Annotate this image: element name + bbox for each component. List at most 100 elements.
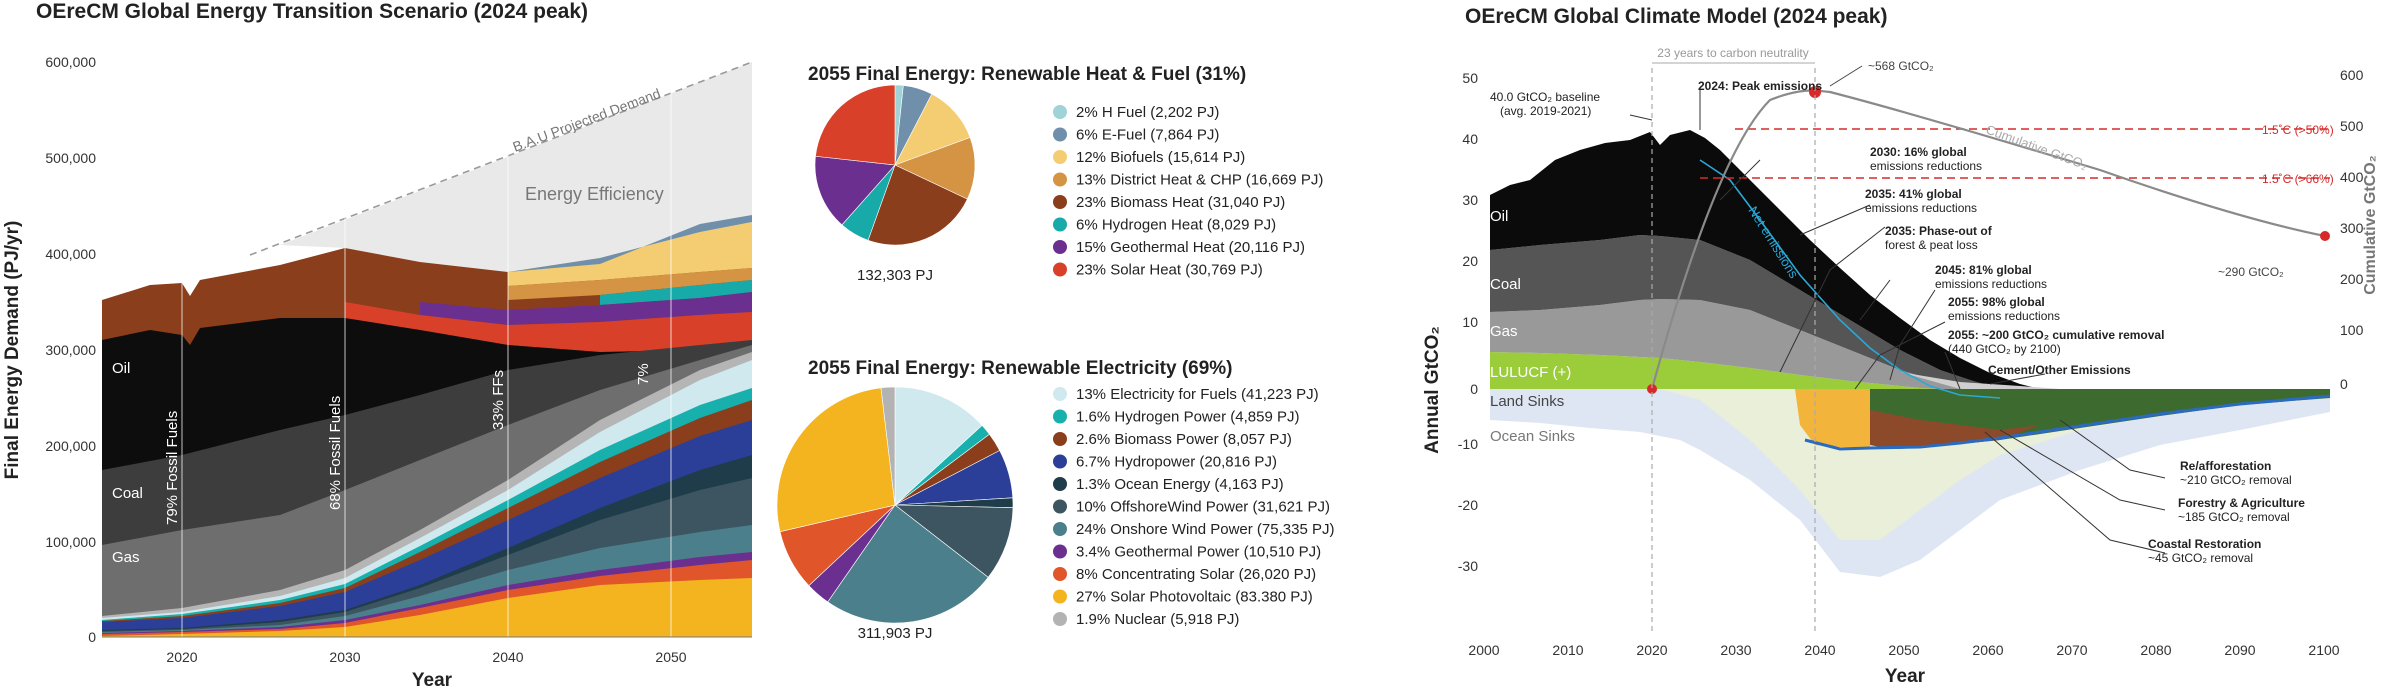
- cx-2100: 2100: [2308, 642, 2339, 658]
- a2035-line3: 2035: Phase-out of: [1885, 224, 1993, 238]
- oil-label-climate: Oil: [1490, 208, 1508, 225]
- net-emissions-line: [1699, 159, 2001, 399]
- elec_pie-legend-swatch-5: [1053, 499, 1067, 514]
- cy2-200: 200: [2340, 271, 2364, 287]
- cement-label: Cement/Other Emissions: [1988, 363, 2131, 377]
- heat-pie-total: 132,303 PJ: [857, 267, 933, 284]
- hydrogen-heat-area: [600, 280, 752, 305]
- energy-x-ticks: 2020 2030 2040 2050: [166, 649, 686, 665]
- x-tick-2020: 2020: [166, 649, 197, 665]
- elec_pie-legend-label-9: 27% Solar Photovoltaic (83.380 PJ): [1076, 589, 1313, 606]
- efuel-area: [508, 215, 752, 272]
- ocean-sinks-label: Ocean Sinks: [1490, 428, 1575, 445]
- refor-line2: ~210 GtCO₂ removal: [2180, 473, 2292, 487]
- x-tick-2030: 2030: [329, 649, 360, 665]
- elec-pie-total: 311,903 PJ: [858, 625, 933, 642]
- heat_pie-slice-7: [815, 84, 896, 166]
- net-removal-line: [1804, 394, 2330, 451]
- elec_pie-slice-6: [827, 504, 989, 624]
- elec_pie-legend-swatch-1: [1053, 409, 1067, 424]
- y-tick-100000: 100,000: [45, 534, 96, 550]
- geothermal-heat-area: [420, 292, 752, 325]
- heat_pie-legend-swatch-5: [1053, 217, 1067, 232]
- solar-pv-area: [102, 578, 752, 637]
- ff79-label: 79% Fossil Fuels: [164, 411, 181, 525]
- elec_pie-legend-label-2: 2.6% Biomass Power (8,057 PJ): [1076, 431, 1292, 448]
- heat-pie: [814, 84, 976, 246]
- threshold-50-label: 1.5˚C (>50%): [2262, 123, 2334, 137]
- cy2-400: 400: [2340, 169, 2364, 185]
- elec_pie-legend-swatch-0: [1053, 387, 1067, 401]
- gas-label: Gas: [112, 549, 140, 566]
- energy-x-label: Year: [412, 670, 453, 691]
- elec_pie-legend-swatch-3: [1053, 454, 1067, 469]
- coal-label-climate: Coal: [1490, 276, 1521, 293]
- forestry-line1: Forestry & Agriculture: [2178, 496, 2305, 510]
- elec_pie-slice-0: [894, 386, 983, 506]
- elec_pie-legend-label-10: 1.9% Nuclear (5,918 PJ): [1076, 611, 1239, 628]
- elec_pie-legend-swatch-4: [1053, 477, 1067, 491]
- cy-40: 40: [1462, 131, 1478, 147]
- elec_pie-legend-label-8: 8% Concentrating Solar (26,020 PJ): [1076, 566, 1316, 583]
- heat_pie-legend-swatch-2: [1053, 150, 1067, 164]
- a2045-line1: 2045: 81% global: [1935, 263, 2032, 277]
- cy-10: 10: [1462, 314, 1478, 330]
- x-tick-2050: 2050: [655, 649, 686, 665]
- gas-label-climate: Gas: [1490, 323, 1518, 340]
- coastal-line2: ~45 GtCO₂ removal: [2148, 551, 2253, 565]
- heat_pie-slice-6: [814, 155, 896, 226]
- x-tick-2040: 2040: [492, 649, 523, 665]
- cy2-0: 0: [2340, 376, 2348, 392]
- heat_pie-legend-swatch-1: [1053, 127, 1067, 142]
- a2035-line2: emissions reductions: [1865, 201, 1977, 215]
- cy-m20: -20: [1458, 497, 1478, 513]
- heat_pie-legend-swatch-7: [1053, 262, 1067, 277]
- luluc-area: [1490, 352, 1940, 389]
- end-cumulative-marker: [2320, 231, 2330, 241]
- ff68-label: 68% Fossil Fuels: [327, 396, 344, 510]
- heat_pie-legend-swatch-0: [1053, 105, 1067, 119]
- threshold-66-label: 1.5˚C (>66%): [2262, 172, 2334, 186]
- elec_pie-legend-swatch-10: [1053, 612, 1067, 626]
- a2055-line2: emissions reductions: [1948, 309, 2060, 323]
- elec_pie-legend-swatch-6: [1053, 522, 1067, 536]
- elec-pie-legend: 13% Electricity for Fuels (41,223 PJ) 1.6…: [1053, 386, 1334, 628]
- cx-2060: 2060: [1972, 642, 2003, 658]
- heat_pie-legend-label-4: 23% Biomass Heat (31,040 PJ): [1076, 194, 1285, 211]
- energy-y-label: Final Energy Demand (PJ/yr): [2, 221, 23, 480]
- heat_pie-legend-label-1: 6% E-Fuel (7,864 PJ): [1076, 127, 1219, 144]
- cy-m30: -30: [1458, 558, 1478, 574]
- cx-2010: 2010: [1552, 642, 1583, 658]
- elec_pie-legend-swatch-7: [1053, 544, 1067, 559]
- district-heat-area: [508, 268, 752, 300]
- energy-efficiency-area: [280, 62, 752, 272]
- a2055-line3: 2055: ~200 GtCO₂ cumulative removal: [1948, 328, 2164, 342]
- land-sinks-label: Land Sinks: [1490, 393, 1564, 410]
- cx-2080: 2080: [2140, 642, 2171, 658]
- cx-2020: 2020: [1636, 642, 1667, 658]
- peak-cumulative-marker: [1809, 86, 1821, 98]
- cy2-300: 300: [2340, 220, 2364, 236]
- baseline-label-1: 40.0 GtCO₂ baseline: [1490, 90, 1600, 104]
- heat_pie-legend-swatch-6: [1053, 240, 1067, 254]
- cy-20: 20: [1462, 253, 1478, 269]
- forestry-line2: ~185 GtCO₂ removal: [2178, 510, 2290, 524]
- coastal-line1: Coastal Restoration: [2148, 537, 2261, 551]
- a2045-line2: emissions reductions: [1935, 277, 2047, 291]
- climate-y2-label: Cumulative GtCO₂: [2362, 155, 2379, 295]
- a2035-line1: 2035: 41% global: [1865, 187, 1962, 201]
- elec_pie-legend-label-5: 10% OffshoreWind Power (31,621 PJ): [1076, 499, 1330, 516]
- elec_pie-legend-label-1: 1.6% Hydrogen Power (4,859 PJ): [1076, 409, 1299, 426]
- elec_pie-legend-swatch-9: [1053, 589, 1067, 604]
- energy-y-ticks: 600,000 500,000 400,000 300,000 200,000 …: [45, 54, 96, 645]
- solar-heat-area: [345, 302, 752, 352]
- heat_pie-legend-label-3: 13% District Heat & CHP (16,669 PJ): [1076, 172, 1323, 189]
- cx-2070: 2070: [2056, 642, 2087, 658]
- a2035-line4: forest & peat loss: [1885, 238, 1978, 252]
- heat_pie-legend-swatch-3: [1053, 172, 1067, 187]
- climate-chart: OEreCM Global Climate Model (2024 peak): [1422, 5, 2379, 687]
- bau-demand-line: [249, 61, 752, 256]
- elec_pie-slice-9: [776, 387, 896, 533]
- elec_pie-legend-label-7: 3.4% Geothermal Power (10,510 PJ): [1076, 544, 1321, 561]
- y-tick-500000: 500,000: [45, 150, 96, 166]
